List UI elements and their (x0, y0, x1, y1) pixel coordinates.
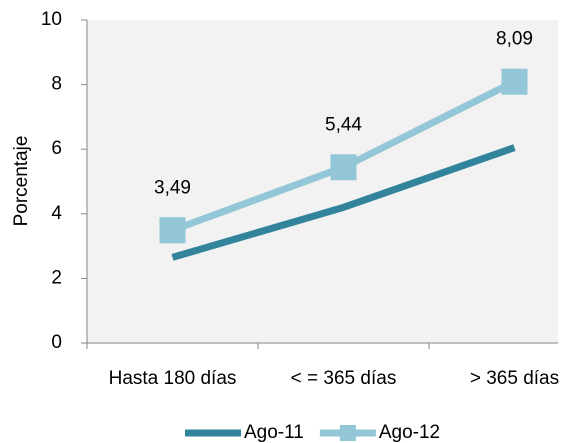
x-tick-label: > 365 días (470, 368, 559, 389)
y-axis-label: Porcentaje (11, 136, 32, 227)
data-label: 3,49 (154, 177, 191, 198)
legend-label: Ago-11 (244, 422, 304, 443)
legend-label: Ago-12 (379, 422, 440, 443)
point-marker (501, 68, 528, 95)
x-tick-label: < = 365 días (291, 368, 397, 389)
y-tick-label: 6 (51, 138, 62, 159)
x-tick-label: Hasta 180 días (109, 368, 237, 389)
y-tick-label: 10 (41, 9, 62, 30)
y-tick-label: 8 (51, 74, 62, 95)
y-tick-label: 2 (51, 267, 62, 288)
y-tick-label: 0 (51, 332, 62, 353)
legend-marker (339, 425, 356, 441)
y-tick-label: 4 (51, 203, 62, 224)
series-line (171, 144, 516, 261)
data-label: 5,44 (325, 114, 362, 135)
point-marker (330, 154, 357, 181)
data-label: 8,09 (496, 29, 533, 50)
point-marker (159, 217, 186, 244)
plot-area (87, 20, 558, 343)
